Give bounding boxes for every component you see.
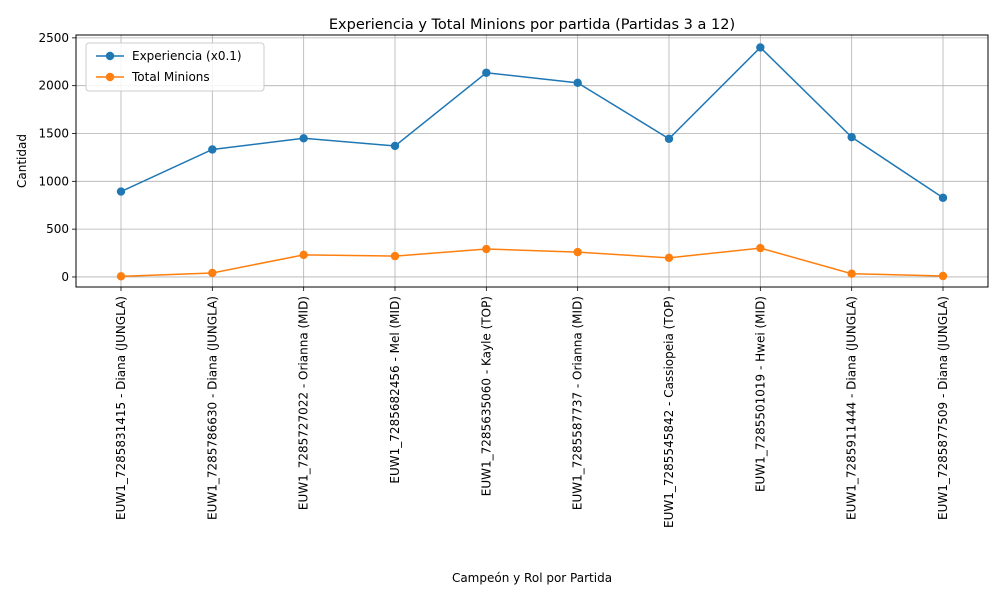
- x-axis-label: Campeón y Rol por Partida: [452, 571, 612, 585]
- series-line-0: [120, 46, 944, 199]
- data-point: [664, 134, 674, 143]
- data-point: [482, 244, 491, 254]
- y-axis-ticks: 0 500 1000 1500 2000 2500: [38, 31, 76, 284]
- data-point: [390, 141, 400, 151]
- legend: Experiencia (x0.1) Total Minions: [85, 42, 265, 92]
- legend-swatch-marker: [105, 72, 115, 82]
- legend-label: Experiencia (x0.1): [132, 49, 242, 63]
- data-point: [299, 134, 308, 143]
- data-point: [938, 193, 948, 202]
- x-tick-label: EUW1_7285682456 - Mel (MID): [388, 296, 402, 484]
- data-point: [664, 253, 674, 263]
- data-point: [573, 247, 582, 257]
- x-tick-label: EUW1_7285727022 - Orianna (MID): [297, 296, 311, 510]
- data-point: [938, 271, 948, 281]
- data-point: [208, 268, 217, 278]
- legend-label: Total Minions: [131, 70, 210, 84]
- x-tick-label: EUW1_7285635060 - Kayle (TOP): [479, 296, 493, 496]
- plot-frame: [75, 34, 989, 288]
- y-axis-label: Cantidad: [15, 134, 29, 188]
- x-tick-label: EUW1_7285831415 - Diana (JUNGLA): [114, 296, 128, 520]
- data-point: [756, 243, 765, 253]
- legend-box: [85, 42, 265, 92]
- y-tick-label: 1000: [38, 174, 69, 188]
- data-point: [116, 187, 126, 196]
- data-point: [390, 251, 400, 261]
- x-tick-label: EUW1_7285877509 - Diana (JUNGLA): [936, 296, 950, 520]
- data-point: [847, 132, 856, 142]
- x-tick-label: EUW1_7285587737 - Orianna (MID): [571, 296, 585, 510]
- data-point: [116, 272, 126, 281]
- x-tick-label: EUW1_7285501019 - Hwei (MID): [753, 296, 767, 492]
- x-axis-ticks: EUW1_7285831415 - Diana (JUNGLA) EUW1_728…: [114, 287, 950, 528]
- data-point: [208, 145, 217, 154]
- x-tick-label: EUW1_7285911444 - Diana (JUNGLA): [845, 296, 859, 520]
- data-point: [573, 78, 582, 88]
- y-tick-label: 500: [46, 222, 69, 236]
- series-layer: [116, 43, 948, 281]
- data-point: [299, 250, 308, 260]
- y-tick-label: 2500: [38, 31, 69, 45]
- series-line-1: [120, 247, 944, 278]
- data-point: [756, 43, 765, 52]
- y-tick-label: 0: [61, 270, 69, 284]
- chart-title: Experiencia y Total Minions por partida …: [329, 17, 735, 33]
- y-tick-label: 1500: [38, 127, 69, 141]
- legend-swatch-marker: [105, 51, 115, 61]
- x-tick-label: EUW1_7285545842 - Cassiopeia (TOP): [662, 296, 676, 528]
- x-tick-label: EUW1_7285786630 - Diana (JUNGLA): [205, 296, 219, 520]
- y-tick-label: 2000: [38, 79, 69, 93]
- data-point: [482, 68, 491, 77]
- data-point: [847, 269, 856, 278]
